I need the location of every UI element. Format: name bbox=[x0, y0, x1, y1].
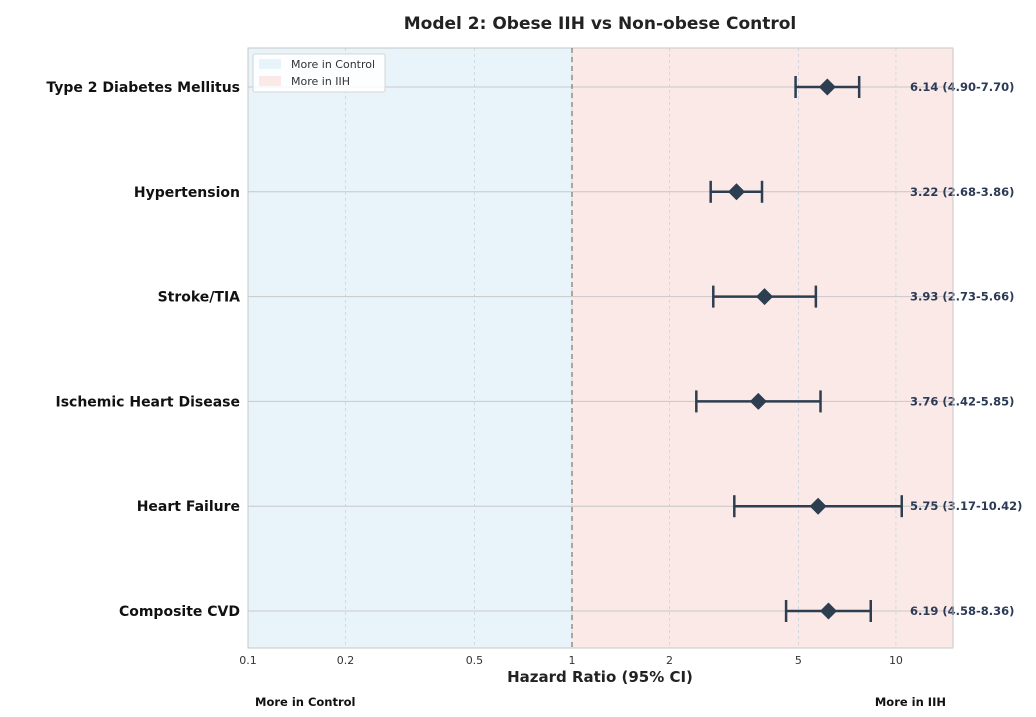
x-tick-label: 0.2 bbox=[337, 654, 355, 667]
direction-label-right: More in IIH bbox=[875, 695, 946, 709]
category-label: Ischemic Heart Disease bbox=[55, 394, 240, 410]
x-axis-label: Hazard Ratio (95% CI) bbox=[507, 668, 693, 686]
x-tick-label: 1 bbox=[568, 654, 575, 667]
hr-ci-label: 6.14 (4.90-7.70) bbox=[910, 80, 1014, 94]
hr-point-marker bbox=[749, 392, 767, 410]
hr-ci-label: 5.75 (3.17-10.42) bbox=[910, 499, 1022, 513]
legend-swatch-iih bbox=[259, 76, 281, 86]
x-tick-label: 5 bbox=[795, 654, 802, 667]
x-tick-label: 2 bbox=[666, 654, 673, 667]
direction-label-left: More in Control bbox=[255, 695, 356, 709]
hr-point-marker bbox=[728, 183, 746, 201]
hr-ci-label: 3.76 (2.42-5.85) bbox=[910, 394, 1014, 408]
hr-point-marker bbox=[818, 78, 836, 96]
legend-box bbox=[252, 53, 386, 93]
legend-label-control: More in Control bbox=[291, 58, 375, 71]
category-label: Stroke/TIA bbox=[158, 290, 241, 306]
region-more-in-control bbox=[248, 48, 572, 648]
region-more-in-iih bbox=[571, 48, 953, 648]
hr-ci-label: 3.22 (2.68-3.86) bbox=[910, 185, 1014, 199]
legend: More in Control More in IIH bbox=[252, 53, 386, 93]
chart-title: Model 2: Obese IIH vs Non-obese Control bbox=[404, 14, 797, 34]
hr-point-marker bbox=[809, 497, 827, 515]
category-label: Composite CVD bbox=[119, 604, 240, 620]
legend-label-iih: More in IIH bbox=[291, 75, 350, 88]
hr-ci-label: 6.19 (4.58-8.36) bbox=[910, 604, 1014, 618]
x-tick-label: 0.5 bbox=[466, 654, 484, 667]
plot-frame bbox=[247, 47, 954, 649]
category-label: Heart Failure bbox=[137, 499, 240, 515]
x-tick-label: 0.1 bbox=[239, 654, 257, 667]
hr-point-marker bbox=[819, 602, 837, 620]
category-label: Type 2 Diabetes Mellitus bbox=[46, 80, 240, 96]
x-tick-label: 10 bbox=[889, 654, 903, 667]
category-label: Hypertension bbox=[134, 185, 240, 201]
hr-point-marker bbox=[756, 288, 774, 306]
hr-ci-label: 3.93 (2.73-5.66) bbox=[910, 290, 1014, 304]
legend-swatch-control bbox=[259, 59, 281, 69]
